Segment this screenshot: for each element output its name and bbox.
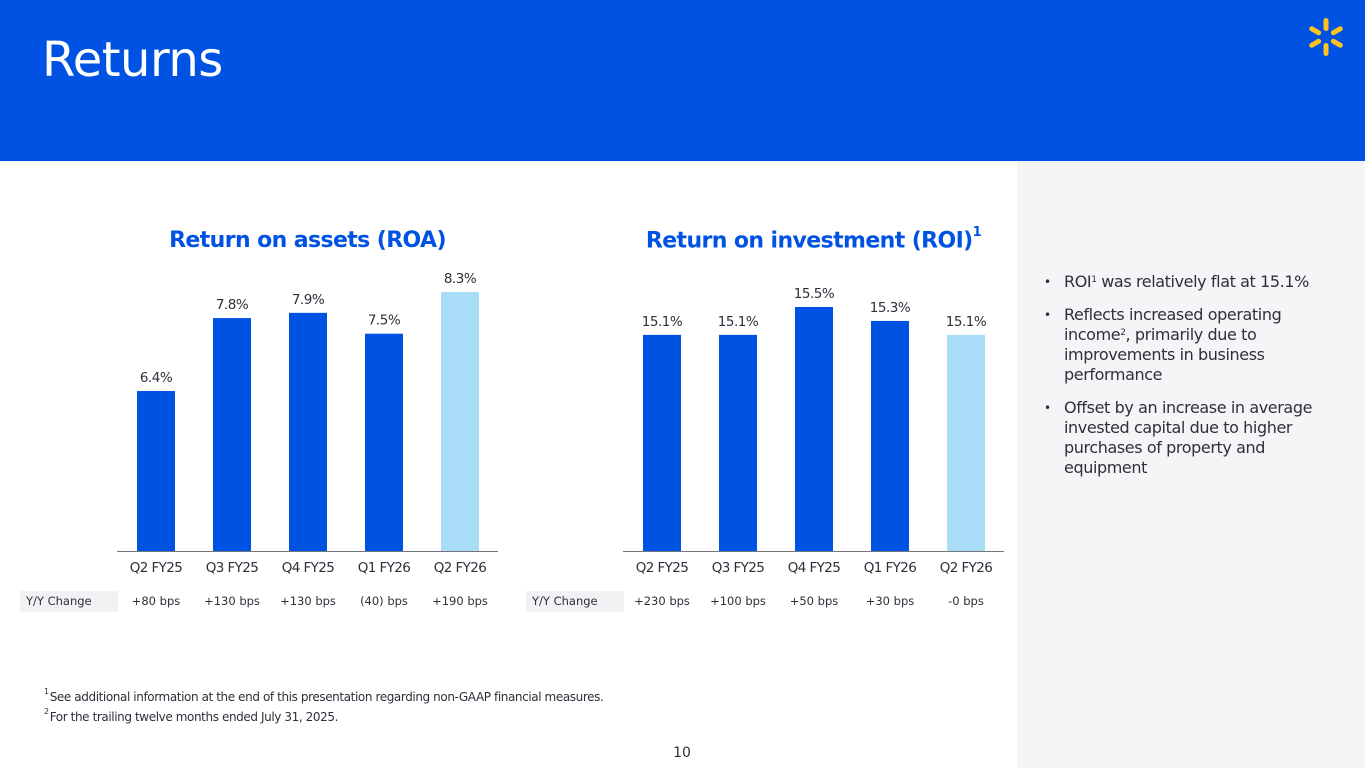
roa-yy-change-value: (40) bps (360, 594, 408, 608)
spark-ray (1323, 18, 1329, 31)
footnote-text: See additional information at the end of… (49, 690, 604, 704)
spark-ray (1330, 38, 1343, 48)
roi-data-label: 15.1% (718, 314, 759, 330)
roi-bar (795, 307, 833, 551)
bullet-dot-icon: • (1044, 275, 1051, 289)
roi-chart-title: Return on investment (ROI)1 (623, 225, 1004, 254)
roa-yy-change-value: +130 bps (204, 594, 260, 608)
roi-yy-change-value: +30 bps (865, 594, 915, 608)
footnote-text: For the trailing twelve months ended Jul… (49, 710, 339, 724)
bullet-text: Reflects increased operating income (1064, 305, 1282, 344)
roa-chart-title: Return on assets (ROA) (117, 228, 498, 253)
roi-data-label: 15.1% (642, 314, 683, 330)
walmart-spark-icon (1309, 18, 1343, 56)
roi-x-tick-label: Q2 FY26 (940, 560, 993, 576)
roi-bar (947, 334, 985, 551)
roa-data-label: 8.3% (444, 271, 477, 287)
roa-bar (213, 318, 251, 551)
page-number: 10 (673, 745, 691, 761)
footnote-number: 1 (44, 687, 49, 696)
roi-x-tick-label: Q3 FY25 (712, 560, 765, 576)
roi-data-label: 15.3% (870, 300, 911, 316)
bullet-item: • Offset by an increase in average invest… (1044, 398, 1344, 478)
roa-data-label: 7.8% (216, 297, 249, 313)
roa-yy-change-value: +80 bps (131, 594, 181, 608)
bullet-list: • ROI1 was relatively flat at 15.1% • Refl… (1044, 272, 1344, 491)
roa-bar (365, 333, 403, 551)
roi-x-tick-label: Q4 FY25 (788, 560, 841, 576)
spark-ray (1323, 43, 1329, 56)
roa-x-tick-label: Q4 FY25 (282, 560, 335, 576)
roa-yy-change-row: Y/Y Change +80 bps +130 bps +130 bps (40) b… (20, 591, 500, 612)
roa-title-text: Return on assets (ROA) (169, 228, 446, 253)
footnote-ref: 2 (1120, 328, 1126, 338)
header-banner: Returns (0, 0, 1365, 161)
roa-yy-change-value: +190 bps (432, 594, 488, 608)
roa-yy-label: Y/Y Change (20, 591, 118, 612)
bullet-text: ROI (1064, 272, 1092, 291)
bullet-item: • Reflects increased operating income2, p… (1044, 305, 1344, 385)
roi-data-label: 15.5% (794, 286, 835, 302)
roa-data-label: 7.9% (292, 292, 325, 308)
roa-bar (289, 312, 327, 551)
roi-yy-change-value: +50 bps (789, 594, 839, 608)
roi-title-footnote-ref: 1 (972, 225, 982, 240)
roa-bar (441, 292, 479, 551)
roi-bar (719, 334, 757, 551)
footnote-number: 2 (44, 707, 49, 716)
bullet-item: • ROI1 was relatively flat at 15.1% (1044, 272, 1344, 292)
roi-yy-change-value: +230 bps (634, 594, 690, 608)
roi-bar (871, 320, 909, 551)
roa-x-tick-label: Q2 FY26 (434, 560, 487, 576)
spark-ray (1309, 38, 1322, 48)
roa-x-tick-label: Q3 FY25 (206, 560, 259, 576)
bullet-dot-icon: • (1044, 308, 1051, 322)
roa-data-label: 7.5% (368, 313, 401, 329)
roa-data-label: 6.4% (140, 370, 173, 386)
commentary-panel (1017, 161, 1365, 768)
page-title: Returns (42, 32, 223, 88)
roa-bar (137, 391, 175, 551)
roi-yy-change-value: +100 bps (710, 594, 766, 608)
roa-x-tick-label: Q2 FY25 (130, 560, 183, 576)
roi-x-tick-label: Q1 FY26 (864, 560, 917, 576)
roi-title-text: Return on investment (ROI) (645, 228, 973, 254)
roi-data-label: 15.1% (946, 314, 987, 330)
footnote-ref: 1 (1091, 275, 1097, 285)
bullet-text: Offset by an increase in average investe… (1064, 398, 1313, 477)
roa-x-tick-label: Q1 FY26 (358, 560, 411, 576)
roi-yy-label: Y/Y Change (526, 591, 624, 612)
spark-ray (1309, 26, 1322, 36)
bullet-dot-icon: • (1044, 401, 1051, 415)
roa-yy-change-value: +130 bps (280, 594, 336, 608)
roi-x-tick-label: Q2 FY25 (636, 560, 689, 576)
footnote-1: 1See additional information at the end o… (44, 687, 604, 704)
bullet-text: , primarily due to improvements in busin… (1064, 325, 1265, 384)
footnote-2: 2For the trailing twelve months ended Ju… (44, 707, 339, 724)
bullet-text: was relatively flat at 15.1% (1096, 272, 1309, 291)
roi-bar (643, 334, 681, 551)
roi-yy-change-value: -0 bps (948, 594, 984, 608)
spark-ray (1330, 26, 1343, 36)
roi-yy-change-row: Y/Y Change +230 bps +100 bps +50 bps +30 bp… (526, 591, 1006, 612)
